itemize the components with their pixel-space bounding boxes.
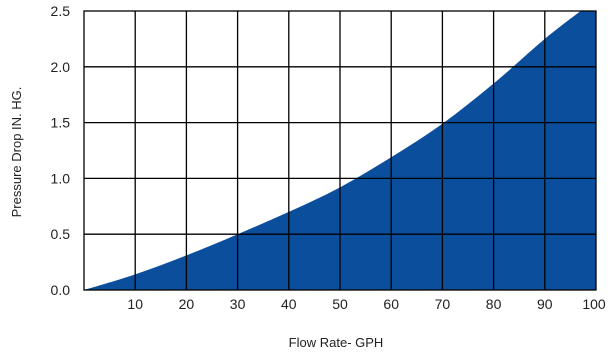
area-series-0 — [84, 11, 596, 290]
x-tick-label: 60 — [383, 296, 399, 312]
tick-label-layer: 10 20 30 40 50 60 70 80 90 100 0.0 0.5 1.0 1.5 2.0 2.5 — [51, 3, 606, 312]
x-tick-label: 80 — [486, 296, 502, 312]
x-tick-label: 20 — [179, 296, 195, 312]
y-tick-label: 1.5 — [51, 115, 71, 131]
x-tick-label: 100 — [582, 296, 606, 312]
y-tick-label: 1.0 — [51, 170, 71, 186]
x-tick-label: 40 — [281, 296, 297, 312]
y-tick-label: 0.5 — [51, 226, 71, 242]
area-layer — [84, 11, 596, 290]
x-tick-label: 30 — [230, 296, 246, 312]
y-tick-label: 2.5 — [51, 3, 71, 19]
y-tick-label: 0.0 — [51, 282, 71, 298]
x-tick-label: 10 — [127, 296, 143, 312]
y-tick-label: 2.0 — [51, 59, 71, 75]
x-tick-label: 90 — [537, 296, 553, 312]
y-axis-title: Pressure Drop IN. HG. — [9, 87, 24, 218]
x-tick-label: 50 — [332, 296, 348, 312]
x-axis-title: Flow Rate- GPH — [289, 335, 384, 350]
grid-layer — [83, 10, 597, 291]
x-tick-label: 70 — [435, 296, 451, 312]
